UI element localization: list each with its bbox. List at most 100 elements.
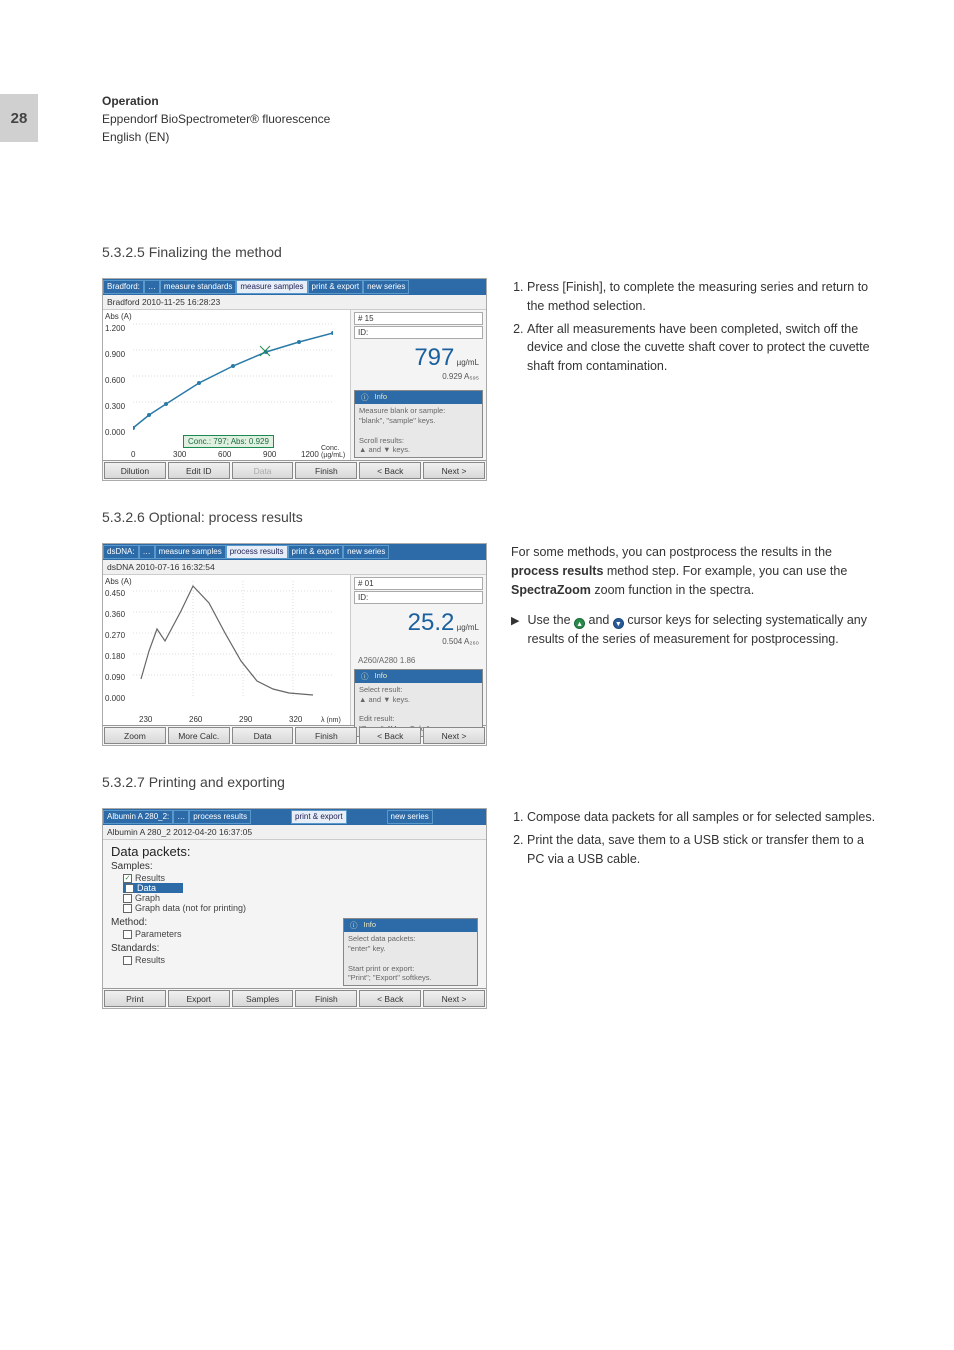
- tab-new-series: new series: [387, 810, 433, 824]
- x-axis-label: λ (nm): [321, 717, 341, 724]
- dilution-button[interactable]: Dilution: [104, 462, 166, 479]
- heading-5-3-2-7: 5.3.2.7 Printing and exporting: [102, 774, 882, 790]
- finish-button[interactable]: Finish: [295, 462, 357, 479]
- device-screenshot-process: dsDNA: … measure samples process results…: [102, 543, 487, 746]
- finish-button[interactable]: Finish: [295, 990, 357, 1007]
- device-screenshot-export: Albumin A 280_2: … process results print…: [102, 808, 487, 1009]
- button-row: Dilution Edit ID Data Finish < Back Next…: [103, 460, 486, 480]
- checkbox-icon: [123, 894, 132, 903]
- checkbox-icon: [123, 874, 132, 883]
- id-field: ID:: [354, 591, 483, 604]
- chart-svg: [133, 316, 333, 436]
- x-axis-label: Conc. (µg/mL): [321, 445, 350, 459]
- device-subtitle: dsDNA 2010-07-16 16:32:54: [103, 560, 486, 575]
- cursor-up-icon: ▲: [574, 618, 585, 629]
- result-value: 797 µg/mL: [354, 340, 483, 372]
- bullet-text: Use the ▲ and ▼ cursor keys for selectin…: [527, 611, 882, 649]
- device-subtitle: Bradford 2010-11-25 16:28:23: [103, 295, 486, 310]
- tab-print-export: print & export: [288, 545, 344, 559]
- checkbox-icon: [123, 904, 132, 913]
- tab-dsdna: dsDNA:: [103, 545, 139, 559]
- step-1-2: After all measurements have been complet…: [527, 320, 882, 376]
- checkbox-icon: [123, 956, 132, 965]
- more-calc-button[interactable]: More Calc.: [168, 727, 230, 744]
- item-parameters[interactable]: Parameters: [123, 929, 343, 939]
- tab-bradford: Bradford:: [103, 280, 144, 294]
- result-abs: 0.929 A₅₉₅: [354, 372, 483, 381]
- cursor-down-icon: ▼: [613, 618, 624, 629]
- ratio-value: A260/A280 1.86: [354, 652, 483, 669]
- chart-area: Abs (A) 0.450 0.360 0.270 0.180 0.090 0.…: [103, 575, 351, 725]
- edit-id-button[interactable]: Edit ID: [168, 462, 230, 479]
- info-icon: ⓘ: [361, 671, 369, 682]
- step-3-2: Print the data, save them to a USB stick…: [527, 831, 882, 869]
- info-title: Info: [364, 920, 377, 931]
- info-body-1: Select result: ▲ and ▼ keys.: [359, 685, 410, 704]
- y-tick: 0.270: [105, 631, 125, 640]
- y-tick: 0.090: [105, 673, 125, 682]
- id-field: ID:: [354, 326, 483, 339]
- tab-measure-standards: measure standards: [160, 280, 236, 294]
- sample-number: # 15: [354, 312, 483, 325]
- tab-process-results: process results: [226, 545, 288, 559]
- x-tick: 230: [139, 715, 152, 724]
- step-3-1: Compose data packets for all samples or …: [527, 808, 882, 827]
- group-standards: Standards:: [111, 943, 343, 954]
- info-box: ⓘ Info Measure blank or sample: "blank", …: [354, 390, 483, 458]
- zoom-button[interactable]: Zoom: [104, 727, 166, 744]
- checkbox-icon: [125, 884, 134, 893]
- samples-button[interactable]: Samples: [232, 990, 294, 1007]
- data-button[interactable]: Data: [232, 727, 294, 744]
- steps-list-3: Compose data packets for all samples or …: [511, 808, 882, 868]
- y-tick: 1.200: [105, 324, 125, 333]
- back-button[interactable]: < Back: [359, 727, 421, 744]
- back-button[interactable]: < Back: [359, 462, 421, 479]
- y-tick: 0.450: [105, 589, 125, 598]
- y-axis-label: Abs (A): [105, 312, 132, 321]
- item-graph[interactable]: Graph: [123, 893, 343, 903]
- info-icon: ⓘ: [350, 920, 358, 931]
- item-graph-data[interactable]: Graph data (not for printing): [123, 903, 343, 913]
- y-axis-label: Abs (A): [105, 577, 132, 586]
- y-tick: 0.000: [105, 694, 125, 703]
- info-icon: ⓘ: [361, 392, 369, 403]
- next-button[interactable]: Next >: [423, 990, 485, 1007]
- result-area: # 15 ID: 797 µg/mL 0.929 A₅₉₅ ⓘ Info Meas…: [351, 310, 486, 460]
- tab-process-results: process results: [189, 810, 251, 824]
- tab-print-export: print & export: [291, 810, 347, 824]
- y-tick: 0.000: [105, 428, 125, 437]
- x-tick: 0: [131, 450, 135, 459]
- data-button: Data: [232, 462, 294, 479]
- next-button[interactable]: Next >: [423, 462, 485, 479]
- item-results[interactable]: Results: [123, 873, 343, 883]
- info-body: Measure blank or sample: "blank", "sampl…: [355, 404, 482, 457]
- y-tick: 0.600: [105, 376, 125, 385]
- item-std-results[interactable]: Results: [123, 955, 343, 965]
- item-data[interactable]: Data: [123, 883, 183, 893]
- heading-5-3-2-5: 5.3.2.5 Finalizing the method: [102, 244, 882, 260]
- finish-button[interactable]: Finish: [295, 727, 357, 744]
- info-body-2: Start print or export: "Print"; "Export"…: [348, 964, 432, 983]
- info-title: Info: [375, 671, 388, 682]
- device-tabs: Bradford: … measure standards measure sa…: [103, 279, 486, 295]
- header-product: Eppendorf BioSpectrometer® fluorescence: [102, 110, 330, 128]
- step-1-1: Press [Finish], to complete the measurin…: [527, 278, 882, 316]
- checkbox-icon: [123, 930, 132, 939]
- header-title: Operation: [102, 92, 330, 110]
- process-intro: For some methods, you can postprocess th…: [511, 543, 882, 599]
- group-samples: Samples:: [111, 861, 343, 872]
- x-tick: 320: [289, 715, 302, 724]
- export-button[interactable]: Export: [168, 990, 230, 1007]
- info-title: Info: [375, 392, 388, 403]
- x-tick: 900: [263, 450, 276, 459]
- tab-print-export: print & export: [308, 280, 364, 294]
- data-packets-title: Data packets:: [111, 844, 343, 859]
- device-subtitle: Albumin A 280_2 2012-04-20 16:37:05: [103, 825, 486, 840]
- next-button[interactable]: Next >: [423, 727, 485, 744]
- page-number-tab: 28: [0, 94, 38, 142]
- print-button[interactable]: Print: [104, 990, 166, 1007]
- back-button[interactable]: < Back: [359, 990, 421, 1007]
- y-tick: 0.300: [105, 402, 125, 411]
- tab-measure-samples: measure samples: [155, 545, 226, 559]
- x-tick: 300: [173, 450, 186, 459]
